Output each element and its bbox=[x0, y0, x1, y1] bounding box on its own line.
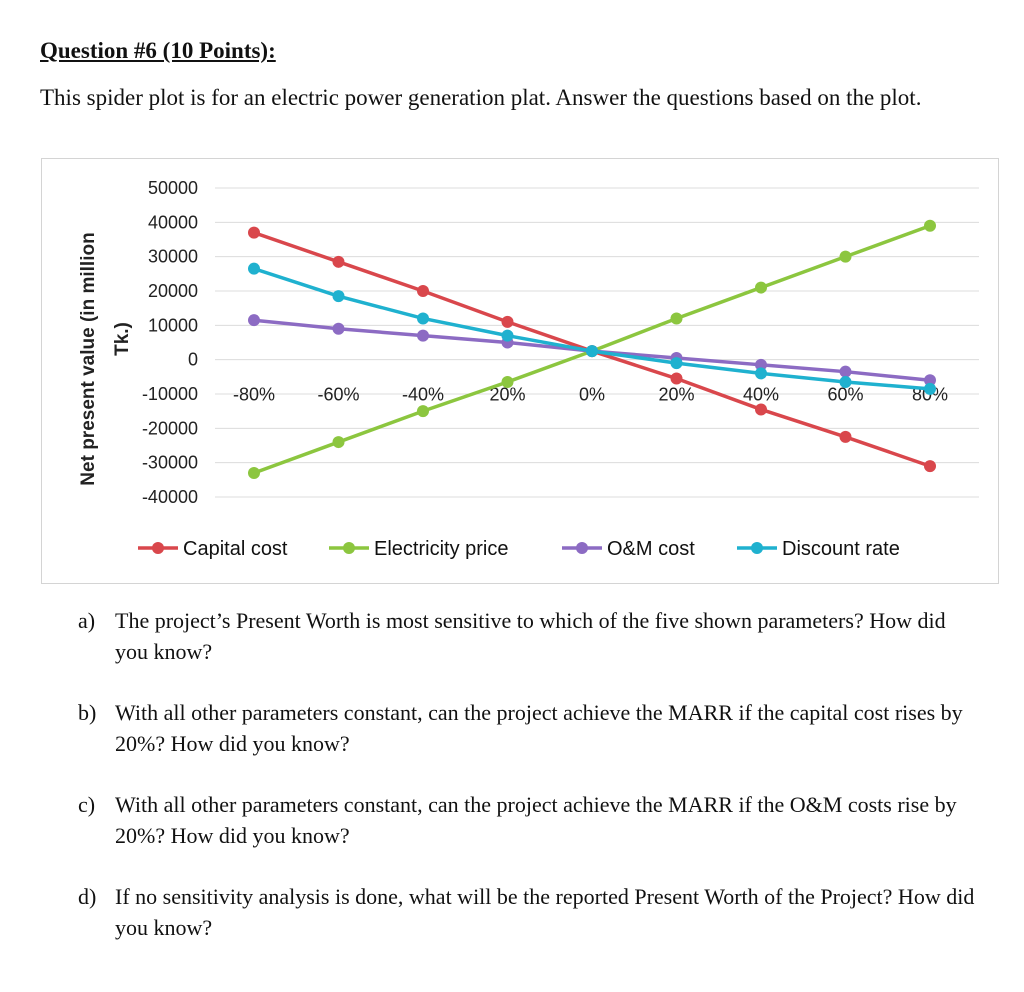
x-tick-label: 0% bbox=[579, 385, 605, 405]
legend-swatch-marker bbox=[576, 542, 588, 554]
y-tick-label: 50000 bbox=[148, 178, 198, 198]
y-axis-label: Net present value (in million bbox=[78, 232, 99, 485]
data-point bbox=[924, 382, 936, 395]
legend-label: Capital cost bbox=[183, 538, 288, 560]
question-d-text: If no sensitivity analysis is done, what… bbox=[115, 884, 975, 940]
data-point bbox=[332, 322, 345, 335]
legend-item: O&M cost bbox=[562, 538, 695, 560]
question-b-letter: b) bbox=[78, 700, 97, 725]
legend-item: Discount rate bbox=[737, 538, 900, 560]
y-tick-label: 0 bbox=[188, 350, 198, 370]
x-tick-label: 20% bbox=[658, 385, 694, 405]
question-c: c) With all other parameters constant, c… bbox=[78, 789, 978, 851]
data-point bbox=[332, 436, 345, 449]
data-point bbox=[839, 375, 852, 388]
question-b: b) With all other parameters constant, c… bbox=[78, 697, 978, 759]
question-d-letter: d) bbox=[78, 884, 97, 909]
y-axis-label-continued: Tk.) bbox=[112, 322, 133, 356]
x-tick-label: -60% bbox=[317, 385, 359, 405]
data-point bbox=[670, 357, 683, 370]
legend-swatch-marker bbox=[751, 542, 763, 554]
question-a-letter: a) bbox=[78, 608, 96, 633]
data-point bbox=[755, 403, 767, 416]
data-point bbox=[924, 374, 936, 387]
data-point bbox=[839, 430, 852, 443]
data-point bbox=[248, 262, 260, 275]
y-tick-label: -10000 bbox=[142, 384, 198, 404]
y-tick-label: 20000 bbox=[148, 281, 198, 301]
question-a-text: The project’s Present Worth is most sens… bbox=[115, 608, 946, 664]
question-b-text: With all other parameters constant, can … bbox=[115, 700, 963, 756]
x-tick-label: 20% bbox=[489, 385, 525, 405]
series-discount-rate bbox=[248, 262, 936, 395]
question-heading: Question #6 (10 Points): bbox=[40, 38, 276, 63]
legend-item: Capital cost bbox=[138, 538, 288, 560]
data-point bbox=[248, 314, 260, 327]
legend-item: Electricity price bbox=[329, 538, 508, 560]
data-point bbox=[670, 372, 683, 385]
data-point bbox=[501, 375, 514, 388]
spider-plot-svg: 50000 40000 30000 20000 10000 0 -10000 -20000 -3… bbox=[78, 178, 979, 560]
data-point bbox=[417, 285, 429, 297]
data-point bbox=[501, 329, 514, 342]
question-c-letter: c) bbox=[78, 792, 96, 817]
data-point bbox=[586, 345, 598, 358]
data-point bbox=[670, 312, 683, 325]
x-tick-label: 60% bbox=[827, 385, 863, 405]
legend-swatch-marker bbox=[343, 542, 355, 554]
question-list: a) The project’s Present Worth is most s… bbox=[78, 605, 978, 943]
legend-label: Electricity price bbox=[374, 538, 508, 560]
y-tick-label: -40000 bbox=[142, 487, 198, 507]
data-point bbox=[417, 312, 429, 325]
x-tick-label: -80% bbox=[233, 385, 275, 405]
data-point bbox=[839, 365, 852, 378]
data-point bbox=[755, 358, 767, 371]
y-tick-label: -30000 bbox=[142, 453, 198, 473]
data-point bbox=[755, 281, 767, 294]
data-point bbox=[839, 250, 852, 263]
data-point bbox=[248, 466, 260, 479]
data-point bbox=[248, 226, 260, 239]
y-tick-label: 30000 bbox=[148, 247, 198, 267]
data-point bbox=[755, 367, 767, 380]
spider-plot: 50000 40000 30000 20000 10000 0 -10000 -20000 -3… bbox=[41, 158, 999, 584]
data-point bbox=[417, 405, 429, 418]
legend-label: O&M cost bbox=[607, 538, 695, 560]
data-point bbox=[417, 329, 429, 342]
question-d: d) If no sensitivity analysis is done, w… bbox=[78, 881, 978, 943]
question-a: a) The project’s Present Worth is most s… bbox=[78, 605, 978, 667]
y-tick-label: -20000 bbox=[142, 418, 198, 438]
x-tick-label: -40% bbox=[402, 385, 444, 405]
x-tick-label: 40% bbox=[743, 385, 779, 405]
question-c-text: With all other parameters constant, can … bbox=[115, 792, 957, 848]
y-tick-label: 10000 bbox=[148, 315, 198, 335]
question-intro: This spider plot is for an electric powe… bbox=[40, 85, 922, 110]
data-point bbox=[501, 315, 514, 328]
y-tick-label: 40000 bbox=[148, 212, 198, 232]
data-point bbox=[924, 460, 936, 473]
legend-label: Discount rate bbox=[782, 538, 900, 560]
data-point bbox=[332, 255, 345, 268]
data-point bbox=[924, 219, 936, 232]
data-point bbox=[332, 290, 345, 303]
legend-swatch-marker bbox=[152, 542, 164, 554]
